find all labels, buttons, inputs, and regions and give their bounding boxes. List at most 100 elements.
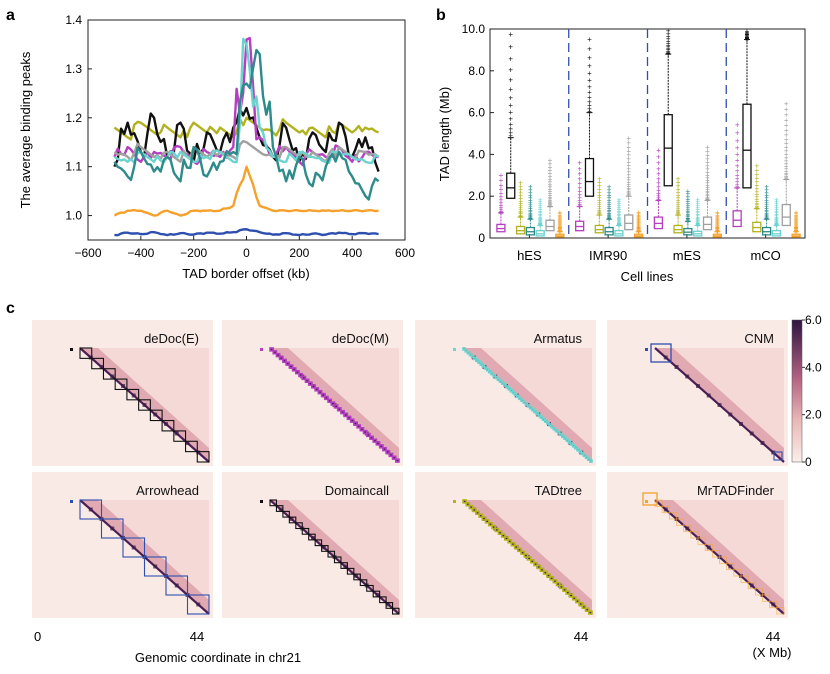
heatmap-domain-box [298, 372, 304, 378]
b-outlier: + [528, 211, 533, 220]
b-outlier: + [686, 216, 691, 225]
heatmap-method-label: CNM [744, 331, 774, 346]
b-outlier: + [558, 224, 563, 233]
b-outlier: + [558, 217, 563, 226]
heatmap-domain-box [327, 398, 333, 403]
heatmap-domain-box [542, 570, 548, 575]
heatmap-domain-box [500, 533, 506, 538]
b-outlier: + [695, 221, 700, 230]
b-outlier: + [784, 111, 789, 120]
b-outlier: + [686, 204, 691, 213]
b-category-label: hES [517, 248, 542, 263]
b-outlier: + [715, 220, 720, 229]
b-ytick-label: 0 [478, 231, 485, 245]
b-outlier: + [754, 181, 759, 190]
b-outlier: + [518, 194, 523, 203]
b-outlier: + [715, 210, 720, 219]
b-outlier: + [715, 227, 720, 236]
b-outlier: + [715, 226, 720, 235]
b-outlier: + [695, 219, 700, 228]
heatmap-domain-box [356, 424, 362, 429]
heatmap-diagonal-block [663, 355, 668, 360]
a-ytick-label: 1.0 [65, 209, 82, 223]
heatmap-domain-box [307, 381, 313, 386]
heatmap-domain-box [362, 429, 368, 435]
colorbar-tick-label: 2.0 [805, 408, 822, 422]
heatmap-domain-box [509, 388, 514, 393]
b-outlier: + [577, 183, 582, 192]
heatmap-domain-box [79, 499, 103, 520]
b-outlier: + [686, 202, 691, 211]
b-outlier: + [558, 222, 563, 231]
b-outlier: + [676, 210, 681, 219]
b-outlier: + [774, 221, 779, 230]
b-outlier: + [656, 183, 661, 192]
a-xtick-label: 200 [289, 246, 309, 260]
heatmap-domain-box [515, 394, 520, 399]
heatmap-arrowhead: Arrowhead [32, 472, 213, 618]
b-outlier: + [656, 195, 661, 204]
b-outlier: + [656, 191, 661, 200]
b-outlier: + [754, 203, 759, 212]
b-outlier: + [577, 191, 582, 200]
b-outlier: + [686, 210, 691, 219]
b-outlier: + [548, 201, 553, 210]
b-outlier: + [676, 188, 681, 197]
heatmap-domain-box [546, 573, 551, 578]
heatmap-domain-box [517, 547, 522, 553]
b-outlier: + [558, 227, 563, 236]
b-outlier: + [745, 34, 750, 43]
b-outlier: + [538, 217, 543, 226]
b-outlier: + [715, 212, 720, 221]
b-outlier: + [754, 162, 759, 171]
b-outlier: + [528, 214, 533, 223]
b-outlier: + [597, 191, 602, 200]
heatmap-domain-box [468, 352, 473, 357]
b-outlier: + [686, 192, 691, 201]
b-outlier: + [587, 35, 592, 44]
b-outlier: + [636, 226, 641, 235]
heatmap-diagonal-block [375, 441, 380, 445]
b-outlier: + [617, 214, 622, 223]
b-outlier: + [548, 180, 553, 189]
b-outlier: + [695, 198, 700, 207]
b-outlier: + [686, 217, 691, 226]
b-outlier: + [754, 197, 759, 206]
b-outlier: + [695, 207, 700, 216]
b-outlier: + [607, 186, 612, 195]
b-outlier: + [705, 195, 710, 204]
b-outlier: + [508, 43, 513, 52]
b-outlier: + [754, 199, 759, 208]
heatmap-domain-box [537, 413, 542, 418]
heatmap-diagonal-block [514, 545, 519, 550]
heatmap-domain-box [102, 368, 116, 380]
b-outlier: + [735, 175, 740, 184]
heatmap-domain-box [568, 593, 574, 598]
b-outlier: + [764, 183, 769, 192]
b-outlier: + [636, 225, 641, 234]
b-outlier: + [715, 224, 720, 233]
heatmap-domain-box [754, 588, 763, 596]
heatmap-diagonal-block [321, 545, 326, 550]
b-outlier: + [636, 220, 641, 229]
b-outlier: + [558, 220, 563, 229]
b-outlier: + [508, 85, 513, 94]
heatmap-domain-box [526, 556, 532, 561]
a-series-blue [114, 228, 379, 237]
b-outlier: + [538, 214, 543, 223]
heatmap-diagonal-block [663, 507, 668, 512]
heatmap-domain-box [511, 390, 516, 395]
b-outlier: + [695, 214, 700, 223]
b-outlier: + [528, 198, 533, 207]
heatmap-domain-box [586, 457, 591, 461]
b-outlier: + [686, 199, 691, 208]
b-outlier: + [597, 209, 602, 218]
heatmap-domain-box [173, 430, 187, 442]
b-outlier: + [577, 159, 582, 168]
b-outlier: + [626, 143, 631, 152]
heatmap-domain-box [468, 504, 474, 510]
b-outlier: + [508, 54, 513, 63]
b-outlier: + [597, 206, 602, 215]
heatmap-domain-box [773, 451, 783, 461]
b-outlier: + [607, 212, 612, 221]
